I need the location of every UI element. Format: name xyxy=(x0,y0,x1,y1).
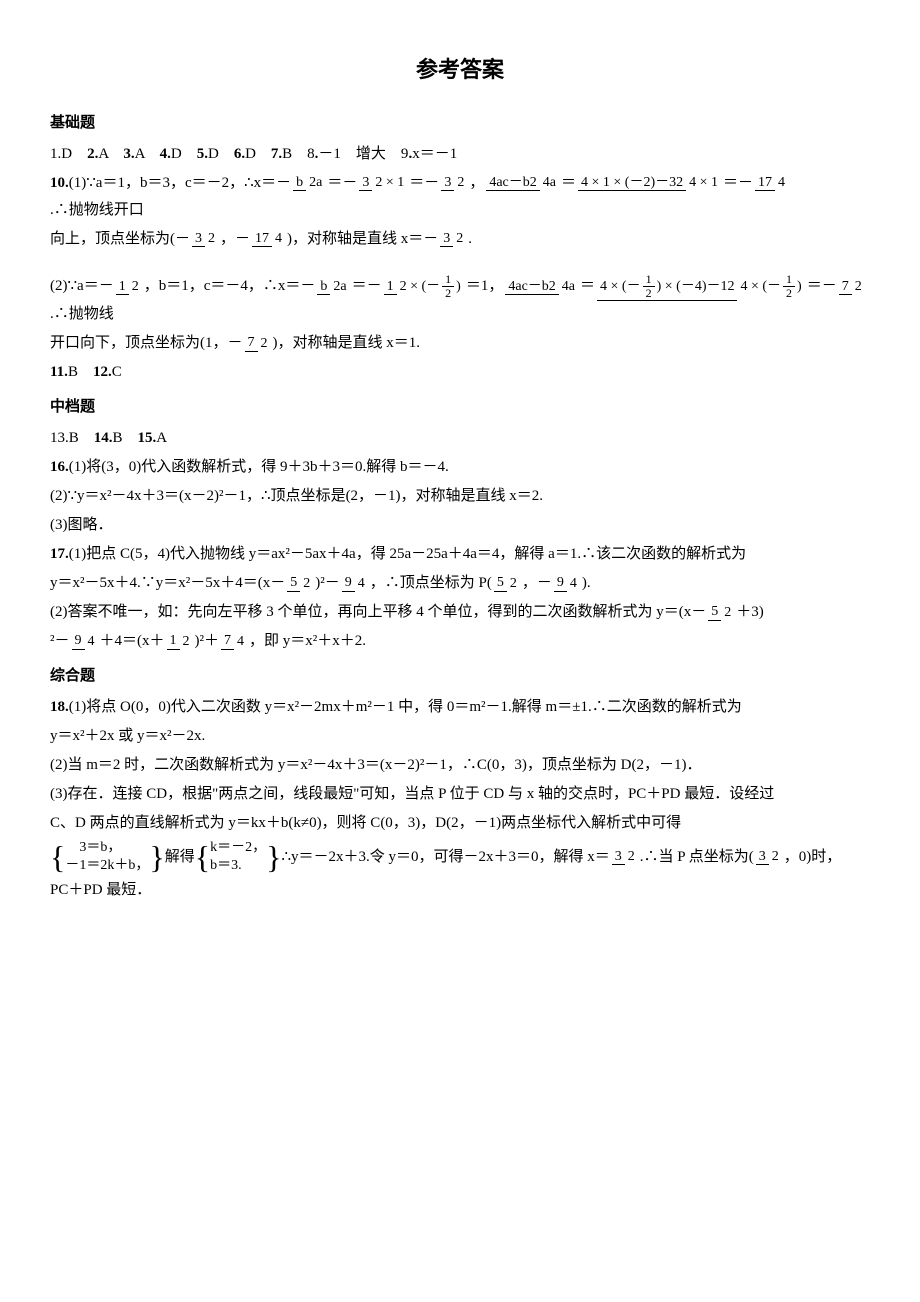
line-11-12: 11.B 12.C xyxy=(50,359,870,386)
line-18-3: (3)存在．连接 CD，根据"两点之间，线段最短"可知，当点 P 位于 CD 与… xyxy=(50,781,870,808)
line-17-2: (2)答案不唯一，如：先向左平移 3 个单位，再向上平移 4 个单位，得到的二次… xyxy=(50,599,870,626)
section-comp-header: 综合题 xyxy=(50,663,870,690)
page-title: 参考答案 xyxy=(50,50,870,90)
section-mid-header: 中档题 xyxy=(50,394,870,421)
line-10-2: (2)∵a＝－ 12 ，b＝1，c＝－4，∴x＝－ b2a ＝－ 1 2 × (… xyxy=(50,273,870,328)
line-18-4: { 3＝b， －1＝2k＋b， } 解得 { k＝－2， b＝3. } ∴y＝－… xyxy=(50,839,870,875)
line-16-2: (2)∵y＝x²－4x＋3＝(x－2)²－1，∴顶点坐标是(2，－1)，对称轴是… xyxy=(50,483,870,510)
line-13-15: 13.B 14.B 15.A xyxy=(50,425,870,452)
line-18-3b: C、D 两点的直线解析式为 y＝kx＋b(k≠0)，则将 C(0，3)，D(2，… xyxy=(50,810,870,837)
line-10-1: 10. (1)∵a＝1，b＝3，c＝－2，∴x＝－ b2a ＝－ 32 × 1 … xyxy=(50,170,870,224)
line-10-2b: 开口向下，顶点坐标为(1，－ 72 )，对称轴是直线 x＝1. xyxy=(50,330,870,357)
line-18-1b: y＝x²＋2x 或 y＝x²－2x. xyxy=(50,723,870,750)
line-17-1b: y＝x²－5x＋4.∵y＝x²－5x＋4＝(x－ 52 )²－ 94 ，∴顶点坐… xyxy=(50,570,870,597)
line-18-4b: PC＋PD 最短． xyxy=(50,877,870,904)
line-1-9: 1.D 2.A 3.A 4.D 5.D 6.D 7.B 8.－1 增大 9.x＝… xyxy=(50,141,870,168)
line-17-2b: ²－ 94 ＋4＝(x＋ 12 )²＋ 74 ，即 y＝x²＋x＋2. xyxy=(50,628,870,655)
line-16-1: 16.(1)将(3，0)代入函数解析式，得 9＋3b＋3＝0.解得 b＝－4. xyxy=(50,454,870,481)
line-18-2: (2)当 m＝2 时，二次函数解析式为 y＝x²－4x＋3＝(x－2)²－1，∴… xyxy=(50,752,870,779)
line-10-1b: 向上，顶点坐标为(－ 32 ，－ 174 )，对称轴是直线 x＝－ 32 . xyxy=(50,226,870,253)
section-basic-header: 基础题 xyxy=(50,110,870,137)
line-17-1: 17.(1)把点 C(5，4)代入抛物线 y＝ax²－5ax＋4a，得 25a－… xyxy=(50,541,870,568)
line-18-1: 18.(1)将点 O(0，0)代入二次函数 y＝x²－2mx＋m²－1 中，得 … xyxy=(50,694,870,721)
line-16-3: (3)图略． xyxy=(50,512,870,539)
